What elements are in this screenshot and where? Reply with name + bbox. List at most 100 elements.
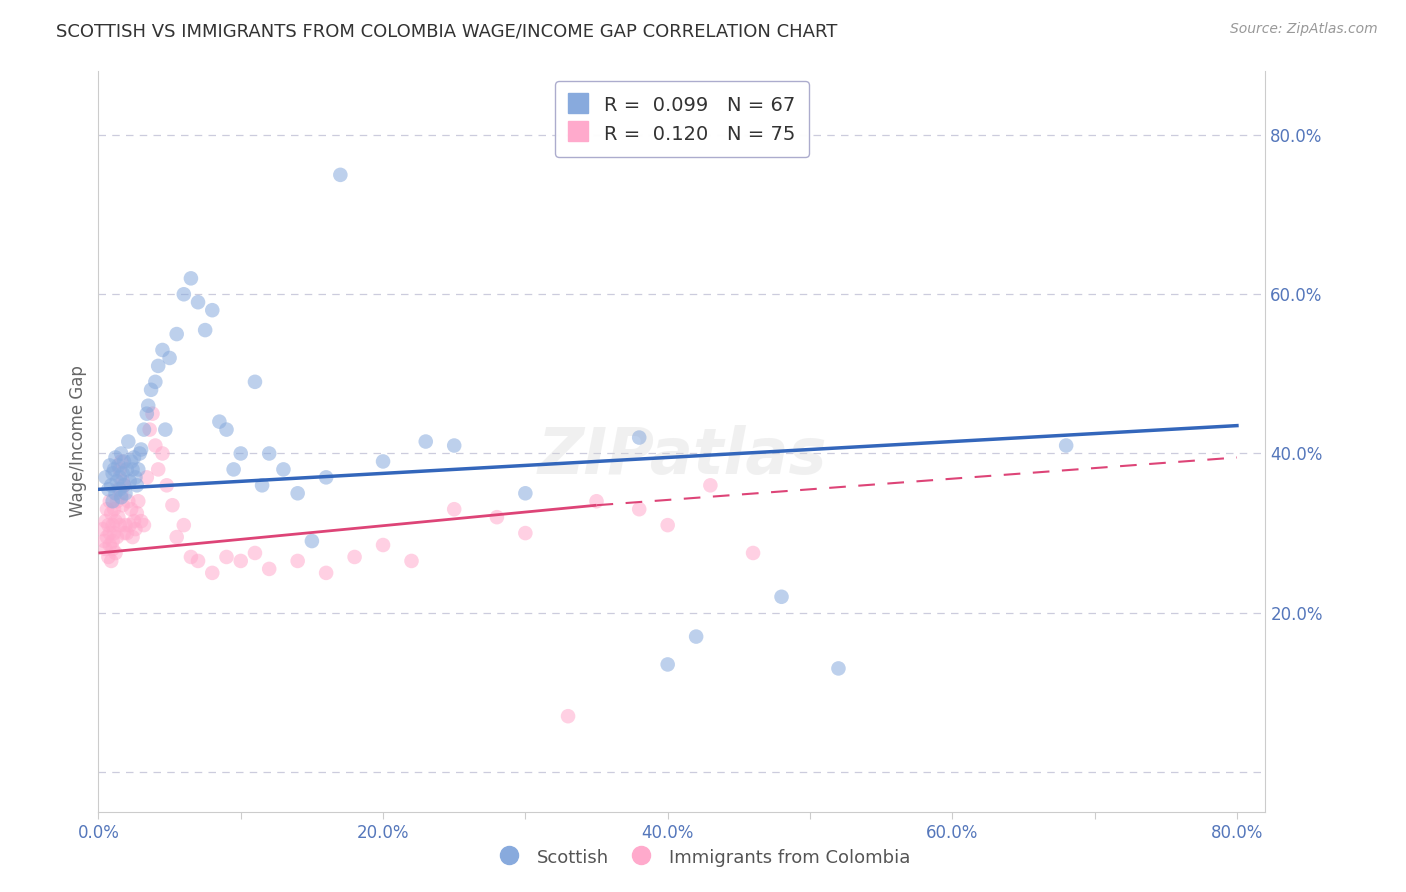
- Point: [143, 438, 166, 452]
- Point: [100, 506, 122, 520]
- Point: [250, 478, 273, 492]
- Point: [742, 546, 765, 560]
- Point: [96, 502, 118, 516]
- Point: [110, 490, 132, 504]
- Point: [628, 502, 651, 516]
- Point: [108, 483, 131, 497]
- Point: [129, 514, 152, 528]
- Point: [148, 359, 170, 373]
- Point: [257, 562, 280, 576]
- Point: [315, 566, 337, 580]
- Point: [515, 486, 537, 500]
- Point: [699, 478, 721, 492]
- Point: [159, 351, 181, 365]
- Point: [117, 434, 139, 449]
- Point: [401, 554, 423, 568]
- Point: [141, 407, 163, 421]
- Point: [94, 470, 117, 484]
- Point: [94, 541, 117, 556]
- Point: [148, 462, 170, 476]
- Point: [657, 518, 679, 533]
- Point: [112, 526, 135, 541]
- Point: [143, 375, 166, 389]
- Point: [104, 450, 127, 465]
- Point: [129, 442, 152, 457]
- Point: [105, 494, 128, 508]
- Point: [124, 522, 146, 536]
- Point: [329, 168, 352, 182]
- Point: [443, 438, 465, 452]
- Point: [101, 467, 124, 481]
- Text: Source: ZipAtlas.com: Source: ZipAtlas.com: [1230, 22, 1378, 37]
- Point: [201, 303, 224, 318]
- Point: [93, 534, 115, 549]
- Point: [120, 502, 142, 516]
- Point: [100, 554, 122, 568]
- Point: [139, 383, 162, 397]
- Point: [110, 486, 132, 500]
- Point: [166, 327, 188, 342]
- Text: ZIPatlas: ZIPatlas: [537, 425, 827, 487]
- Point: [105, 475, 128, 489]
- Point: [132, 423, 155, 437]
- Point: [127, 494, 149, 508]
- Point: [138, 423, 160, 437]
- Point: [180, 271, 202, 285]
- Point: [415, 434, 437, 449]
- Point: [105, 530, 128, 544]
- Point: [152, 446, 174, 460]
- Point: [108, 470, 131, 484]
- Point: [103, 526, 125, 541]
- Point: [100, 478, 122, 492]
- Point: [243, 546, 266, 560]
- Point: [120, 454, 142, 468]
- Point: [229, 446, 252, 460]
- Point: [94, 514, 117, 528]
- Legend: R =  0.099   N = 67, R =  0.120   N = 75: R = 0.099 N = 67, R = 0.120 N = 75: [555, 81, 808, 157]
- Point: [222, 462, 245, 476]
- Point: [585, 494, 607, 508]
- Point: [101, 541, 124, 556]
- Point: [315, 470, 337, 484]
- Point: [107, 458, 129, 473]
- Point: [166, 530, 188, 544]
- Point: [1054, 438, 1077, 452]
- Point: [343, 549, 366, 564]
- Point: [110, 446, 132, 460]
- Point: [162, 498, 184, 512]
- Point: [152, 343, 174, 357]
- Text: SCOTTISH VS IMMIGRANTS FROM COLOMBIA WAGE/INCOME GAP CORRELATION CHART: SCOTTISH VS IMMIGRANTS FROM COLOMBIA WAG…: [56, 22, 838, 40]
- Point: [371, 538, 394, 552]
- Point: [108, 462, 131, 476]
- Point: [201, 566, 224, 580]
- Legend: Scottish, Immigrants from Colombia: Scottish, Immigrants from Colombia: [488, 840, 918, 874]
- Point: [287, 554, 309, 568]
- Point: [122, 514, 145, 528]
- Point: [121, 530, 143, 544]
- Point: [685, 630, 707, 644]
- Point: [125, 478, 148, 492]
- Point: [107, 510, 129, 524]
- Point: [118, 475, 141, 489]
- Point: [229, 554, 252, 568]
- Point: [101, 494, 124, 508]
- Point: [136, 399, 159, 413]
- Point: [770, 590, 793, 604]
- Point: [108, 518, 131, 533]
- Point: [273, 462, 295, 476]
- Point: [257, 446, 280, 460]
- Point: [101, 518, 124, 533]
- Point: [122, 450, 145, 465]
- Point: [628, 431, 651, 445]
- Point: [187, 554, 209, 568]
- Point: [827, 661, 849, 675]
- Point: [115, 462, 138, 476]
- Point: [107, 483, 129, 497]
- Point: [96, 530, 118, 544]
- Y-axis label: Wage/Income Gap: Wage/Income Gap: [69, 366, 87, 517]
- Point: [243, 375, 266, 389]
- Point: [104, 514, 127, 528]
- Point: [135, 470, 157, 484]
- Point: [117, 494, 139, 508]
- Point: [104, 546, 127, 560]
